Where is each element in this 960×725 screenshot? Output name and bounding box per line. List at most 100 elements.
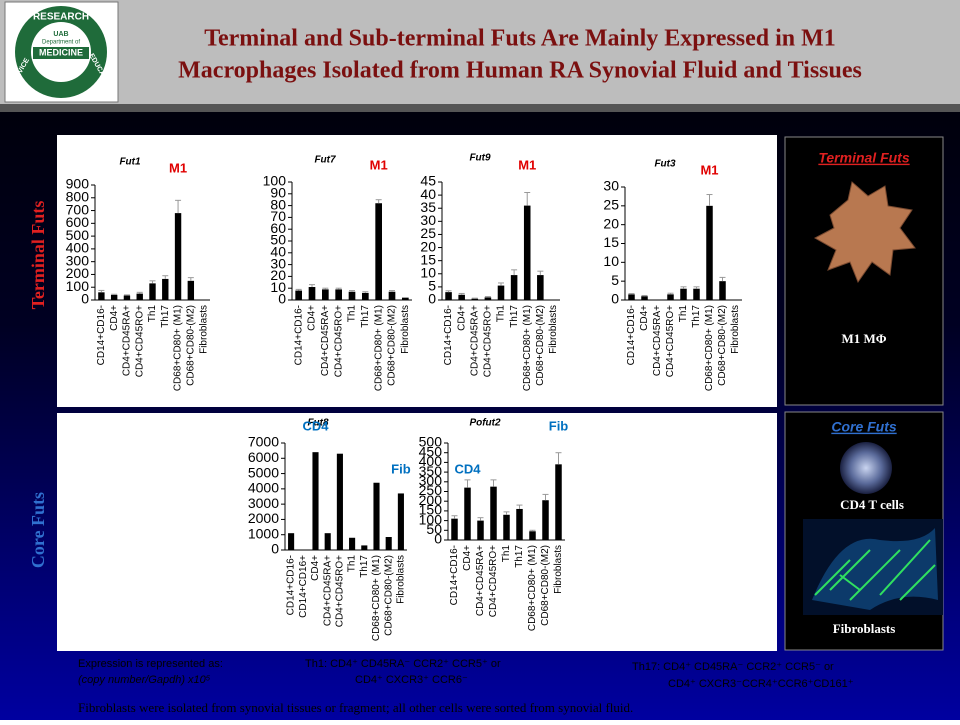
x-tick-label: CD14+CD16-: [286, 555, 297, 615]
x-tick-label: Th17: [160, 305, 171, 328]
y-tick-label: 35: [420, 199, 436, 215]
y-tick-label: 200: [419, 492, 443, 508]
y-tick-label: 300: [66, 252, 90, 268]
bar: [375, 203, 382, 300]
y-tick-label: 200: [66, 265, 90, 281]
bar: [628, 294, 635, 300]
note: (copy number/Gapdh) x10⁵: [78, 674, 211, 686]
bar: [471, 298, 479, 300]
chart-title: Pofut2: [469, 418, 501, 429]
bar: [385, 537, 392, 550]
bar: [680, 288, 687, 300]
x-tick-label: CD68+CD80-(M2): [540, 545, 551, 626]
annotation: CD4: [302, 418, 329, 433]
caption: M1 MΦ: [841, 331, 886, 346]
y-tick-label: 15: [603, 234, 619, 250]
bar: [110, 294, 118, 300]
bar: [451, 518, 458, 540]
y-tick-label: 400: [66, 240, 90, 256]
annotation: Fib: [391, 461, 411, 476]
fibroblast-image: [803, 519, 943, 615]
bar: [497, 285, 505, 300]
y-tick-label: 50: [426, 521, 442, 537]
x-tick-label: CD14+CD16-: [449, 545, 460, 605]
bar: [187, 280, 195, 300]
bar: [288, 533, 295, 550]
y-tick-label: 1000: [248, 525, 279, 541]
header-rule: [0, 104, 960, 112]
bar: [542, 500, 549, 540]
y-tick-label: 700: [66, 201, 90, 217]
logo-text: UAB: [53, 31, 68, 38]
bar: [667, 294, 674, 300]
x-tick-label: CD4+CD45RA+: [469, 305, 480, 376]
x-tick-label: CD4+CD45RO+: [488, 545, 499, 617]
bar: [445, 292, 452, 300]
bar: [349, 537, 356, 550]
x-tick-label: Th17: [360, 305, 371, 328]
y-tick-label: 6000: [248, 449, 279, 465]
bar: [336, 453, 343, 550]
y-tick-label: 5: [611, 272, 619, 288]
y-tick-label: 250: [419, 482, 443, 498]
y-tick-label: 800: [66, 188, 90, 204]
y-tick-label: 0: [428, 291, 436, 307]
annotation: M1: [169, 160, 187, 175]
bar: [123, 295, 131, 300]
x-tick-label: Fibroblasts: [396, 555, 407, 604]
y-tick-label: 600: [66, 214, 90, 230]
y-tick-label: 30: [270, 255, 286, 271]
x-tick-label: CD4+: [310, 555, 321, 581]
y-tick-label: 40: [420, 186, 436, 202]
y-tick-label: 350: [419, 463, 443, 479]
y-tick-label: 20: [270, 267, 286, 283]
y-tick-label: 60: [270, 220, 286, 236]
x-tick-label: Th17: [509, 305, 520, 328]
bar: [312, 452, 319, 550]
y-tick-label: 0: [611, 291, 619, 307]
annotation: M1: [370, 157, 388, 172]
bar: [373, 482, 380, 550]
bar: [719, 281, 726, 300]
x-tick-label: CD4+: [462, 545, 473, 571]
x-tick-label: CD4+: [307, 305, 318, 331]
bar: [503, 514, 510, 540]
cd4-image: [840, 442, 892, 494]
x-tick-label: Th1: [496, 305, 507, 323]
logo-text: MEDICINE: [39, 47, 83, 57]
x-tick-label: CD68+CD80+ (M1): [373, 305, 384, 391]
x-tick-label: Th1: [678, 305, 689, 323]
panel-title: Core Futs: [831, 419, 897, 435]
bar: [397, 493, 404, 550]
x-tick-label: CD68+CD80+ (M1): [173, 305, 184, 391]
bar: [322, 289, 329, 300]
x-tick-label: Fibroblasts: [400, 305, 411, 354]
x-tick-label: CD4+CD45RO+: [665, 305, 676, 377]
y-tick-label: 0: [271, 541, 279, 557]
bar: [464, 487, 471, 540]
y-tick-label: 10: [603, 253, 619, 269]
y-tick-label: 100: [263, 173, 287, 189]
bar: [149, 283, 156, 300]
bar: [706, 205, 713, 300]
x-tick-label: Th1: [501, 545, 512, 563]
y-tick-label: 150: [419, 502, 443, 518]
x-tick-label: CD4+CD45RO+: [134, 305, 145, 377]
bar: [174, 213, 182, 300]
bar: [458, 294, 465, 300]
y-tick-label: 10: [270, 279, 286, 295]
bar: [98, 292, 105, 300]
title: Terminal and Sub-terminal Futs Are Mainl…: [204, 26, 836, 52]
x-tick-label: CD4+: [639, 305, 650, 331]
note: Th1: CD4⁺ CD45RA⁻ CCR2⁺ CCR5⁺ or: [305, 658, 501, 670]
x-tick-label: CD68+CD80+ (M1): [522, 305, 533, 391]
y-tick-label: 100: [419, 511, 443, 527]
bar: [136, 293, 143, 300]
annotation: Fib: [549, 418, 569, 433]
chart-title: Fut7: [314, 155, 336, 166]
y-tick-label: 15: [420, 251, 436, 267]
x-tick-label: Fibroblasts: [553, 545, 564, 594]
macrophage-image: [813, 181, 916, 284]
y-tick-label: 400: [419, 453, 443, 469]
